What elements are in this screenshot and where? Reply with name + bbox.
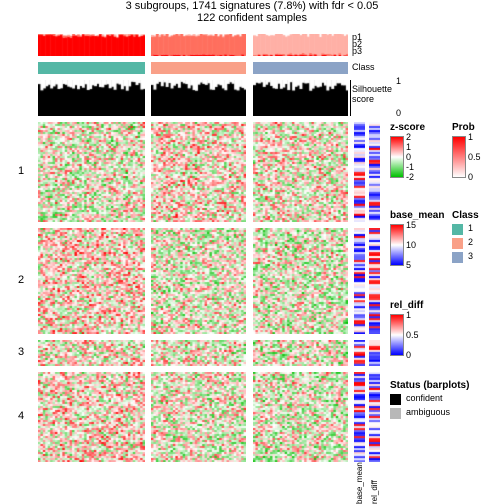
- subtitle: 122 confident samples: [0, 12, 504, 24]
- title: 3 subgroups, 1741 signatures (7.8%) with…: [0, 0, 504, 12]
